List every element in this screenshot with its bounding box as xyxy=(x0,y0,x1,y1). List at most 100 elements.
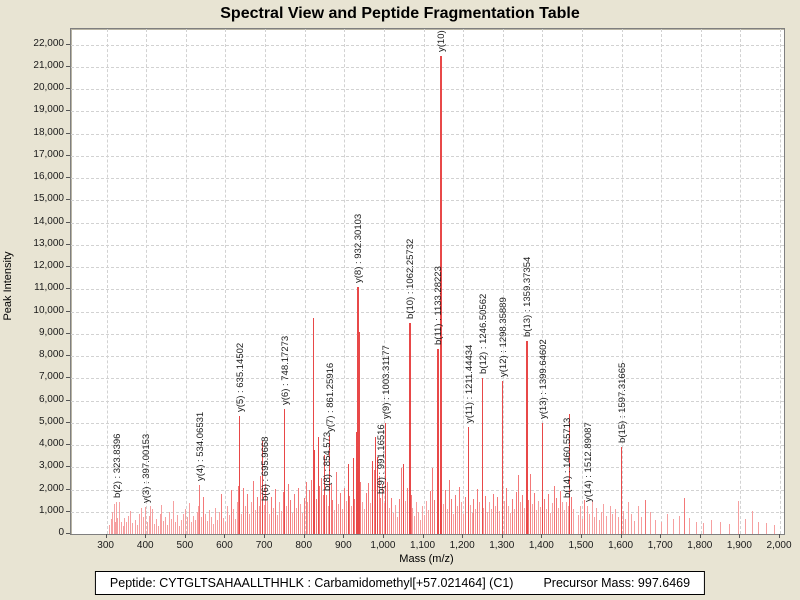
peak-line xyxy=(581,518,583,534)
peak-line xyxy=(320,477,322,534)
peak-line xyxy=(382,484,384,534)
peak-line xyxy=(269,513,271,534)
y-tick-mark xyxy=(66,132,70,134)
x-tick-label: 800 xyxy=(295,540,313,551)
v-gridline xyxy=(146,29,148,534)
peak-line xyxy=(612,514,614,534)
peak-line xyxy=(447,509,449,534)
peak-line xyxy=(475,508,477,534)
peak-line xyxy=(327,506,329,534)
peak-annotation: b(11) : 1133.28223 xyxy=(432,266,444,346)
peak-annotation: y(5) : 635.14502 xyxy=(235,342,247,413)
peak-line xyxy=(276,514,278,534)
peak-line xyxy=(242,488,244,534)
peak-line xyxy=(617,517,619,534)
peak-line xyxy=(265,484,267,534)
peak-line xyxy=(112,512,114,534)
peak-line xyxy=(555,497,557,534)
peak-line xyxy=(459,486,461,534)
peak-line xyxy=(322,494,324,534)
peak-line xyxy=(561,502,563,534)
peak-line xyxy=(420,519,422,534)
peak-line xyxy=(378,475,380,534)
peak-line xyxy=(473,498,475,534)
peak-line xyxy=(534,492,536,534)
h-gridline xyxy=(71,489,784,491)
peak-line xyxy=(637,505,639,534)
peak-line xyxy=(188,503,190,534)
peptide-info-box: Peptide: CYTGLTSAHAALLTHHLK : Carbamidom… xyxy=(94,571,706,595)
peak-line xyxy=(497,496,499,534)
peak-line xyxy=(258,506,260,534)
peak-annotation: y(10) xyxy=(435,30,447,52)
peak-line xyxy=(530,473,532,534)
peak-line xyxy=(130,511,132,534)
peak-line xyxy=(557,507,559,534)
peak-line xyxy=(238,486,240,534)
peak-line xyxy=(542,422,544,534)
h-gridline xyxy=(71,289,784,291)
peak-line xyxy=(630,513,632,534)
peak-line xyxy=(603,503,605,534)
peak-line xyxy=(507,506,509,534)
peak-line xyxy=(228,515,230,534)
peak-line xyxy=(347,463,349,534)
y-tick-mark xyxy=(66,177,70,179)
peak-line xyxy=(159,513,161,534)
peak-line xyxy=(401,468,402,534)
peak-line xyxy=(122,525,124,534)
peak-line xyxy=(751,510,753,534)
x-tick-label: 1,500 xyxy=(568,540,594,551)
peak-line xyxy=(153,523,155,534)
peak-line xyxy=(650,512,652,534)
peak-line xyxy=(559,490,561,534)
v-gridline xyxy=(780,29,782,534)
peak-line xyxy=(360,481,362,534)
y-tick-label: 18,000 xyxy=(33,126,64,138)
peak-line xyxy=(163,521,165,534)
peak-line xyxy=(526,340,529,534)
x-tick-mark xyxy=(660,534,662,538)
peak-line xyxy=(343,488,345,534)
v-gridline xyxy=(542,29,544,534)
peak-line xyxy=(467,427,469,534)
peak-line xyxy=(345,501,347,534)
peak-line xyxy=(126,521,128,534)
peak-annotation: b(8) : 854.573 xyxy=(322,431,334,492)
peak-line xyxy=(673,518,675,534)
x-tick-mark xyxy=(779,534,781,538)
v-gridline xyxy=(304,29,306,534)
y-tick-label: 0 xyxy=(58,527,64,538)
peak-line xyxy=(774,524,776,534)
h-gridline xyxy=(71,511,784,513)
peak-line xyxy=(150,505,152,534)
peak-line xyxy=(491,509,493,534)
peak-line xyxy=(351,506,353,534)
peak-line xyxy=(368,483,370,534)
peak-line xyxy=(373,470,375,534)
h-gridline xyxy=(71,133,784,135)
y-tick-mark xyxy=(66,199,70,201)
h-gridline xyxy=(71,467,784,469)
peak-line xyxy=(148,515,150,534)
peak-line xyxy=(145,507,147,534)
peak-line xyxy=(210,516,212,534)
x-tick-label: 1,300 xyxy=(489,540,515,551)
peak-line xyxy=(291,513,293,534)
peak-line xyxy=(389,507,391,534)
x-tick-mark xyxy=(343,534,345,538)
peak-line xyxy=(307,501,309,534)
peak-line xyxy=(485,495,487,534)
y-tick-label: 8,000 xyxy=(38,349,64,361)
peak-line xyxy=(483,507,485,534)
peak-line xyxy=(422,506,424,534)
peak-line xyxy=(573,508,575,534)
v-gridline xyxy=(581,29,583,534)
peak-line xyxy=(352,457,354,534)
peak-line xyxy=(453,513,455,534)
y-tick-mark xyxy=(66,377,70,379)
peak-line xyxy=(436,349,439,534)
v-gridline xyxy=(265,29,267,534)
peak-line xyxy=(267,501,269,534)
peak-line xyxy=(274,489,276,534)
